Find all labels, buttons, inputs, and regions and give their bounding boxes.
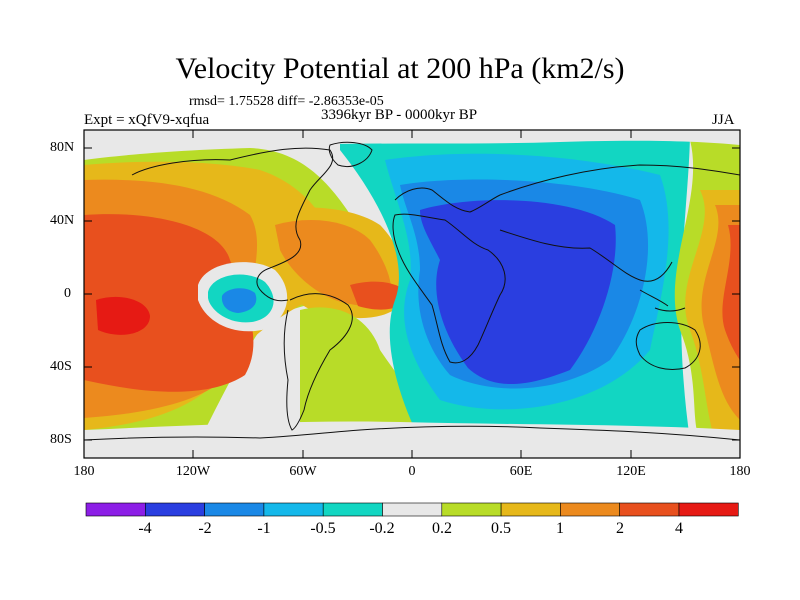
colorbar-swatch — [678, 502, 739, 517]
lat-label-0: 0 — [64, 286, 71, 301]
coast-antarctica — [84, 425, 740, 441]
contour-southamerica-0.5 — [300, 307, 430, 440]
colorbar-swatch — [619, 502, 680, 517]
coastlines — [84, 141, 740, 441]
colorbar-label: -0.5 — [310, 520, 336, 537]
lon-label-0: 0 — [408, 464, 416, 479]
coast-asia — [499, 164, 740, 282]
coast-southeast-asia — [639, 289, 686, 312]
coast-europe — [394, 187, 501, 213]
colorbar-label: 2 — [616, 520, 624, 537]
lat-label-40s: 40S — [50, 359, 72, 374]
colorbar-label: 1 — [556, 520, 564, 537]
page-title: Velocity Potential at 200 hPa (km2/s) — [175, 52, 625, 85]
contour-pacific-4 — [84, 214, 254, 392]
coast-africa — [392, 213, 506, 364]
lon-label-120e: 120E — [616, 464, 646, 479]
lat-label-80n: 80N — [50, 140, 75, 155]
coast-south-america — [283, 293, 353, 431]
axis-ticks — [84, 130, 740, 458]
colorbar-swatch — [500, 502, 561, 517]
colorbar-label: -4 — [138, 520, 152, 537]
contour-arctic-neutral — [84, 130, 740, 150]
lon-label-60e: 60E — [509, 464, 533, 479]
colorbar-swatch — [204, 502, 265, 517]
colorbar — [85, 502, 739, 517]
contour-field — [84, 130, 740, 458]
coast-north-america — [131, 147, 333, 302]
lon-label-180-west: 180 — [73, 464, 95, 479]
contour-eastpacific-core — [221, 288, 257, 313]
colorbar-swatch — [382, 502, 443, 517]
colorbar-label: -0.2 — [369, 520, 395, 537]
colorbar-swatch — [322, 502, 383, 517]
colorbar-swatch — [145, 502, 205, 517]
coast-australia — [635, 322, 701, 370]
colorbar-swatch — [441, 502, 502, 517]
experiment-label: Expt = xQfV9-xqfua — [84, 112, 210, 128]
rmsd-diff-label: rmsd= 1.75528 diff= -2.86353e-05 — [189, 94, 384, 109]
lat-label-80s: 80S — [50, 432, 72, 447]
lon-label-60w: 60W — [289, 464, 317, 479]
lon-label-180-east: 180 — [729, 464, 751, 479]
colorbar-label: 4 — [675, 520, 683, 537]
lat-label-40n: 40N — [50, 213, 75, 228]
colorbar-label: 0.5 — [491, 520, 511, 537]
contour-africa-2 — [420, 200, 616, 385]
period-label: 3396kyr BP - 0000kyr BP — [321, 107, 478, 123]
contour-westpacific-4 — [722, 225, 740, 360]
season-label: JJA — [712, 112, 735, 128]
lon-label-120w: 120W — [175, 464, 211, 479]
colorbar-label: -2 — [198, 520, 212, 537]
colorbar-swatch — [85, 502, 146, 517]
contour-pacific-core — [96, 296, 150, 335]
colorbar-label: -1 — [257, 520, 271, 537]
colorbar-swatch — [560, 502, 621, 517]
colorbar-swatch — [263, 502, 324, 517]
coast-greenland — [328, 141, 373, 167]
contour-antarctic-neutral — [84, 421, 740, 458]
colorbar-label: 0.2 — [432, 520, 452, 537]
